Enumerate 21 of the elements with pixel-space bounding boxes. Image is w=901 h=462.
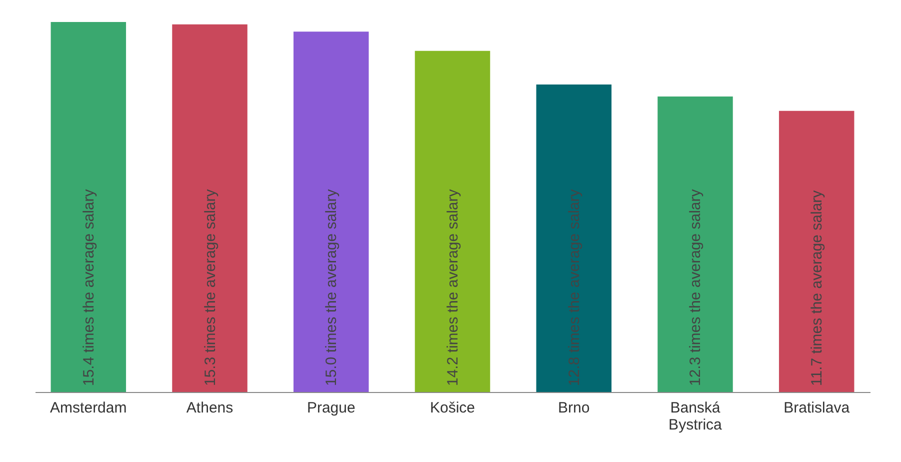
data-label: 12.3 times the average salary	[687, 188, 704, 386]
x-tick-label: Banská Bystrica	[668, 400, 723, 434]
x-tick-label: Athens	[186, 400, 234, 416]
data-label: 15.0 times the average salary	[323, 188, 340, 386]
x-tick-label: Bratislava	[784, 400, 850, 416]
x-tick-label: Amsterdam	[50, 400, 127, 416]
x-tick-label: Brno	[558, 400, 590, 416]
bar	[50, 22, 126, 392]
data-label: 12.8 times the average salary	[566, 188, 583, 386]
data-label: 14.2 times the average salary	[444, 188, 462, 386]
bar	[778, 110, 854, 392]
bar	[658, 96, 733, 392]
bar	[536, 84, 612, 392]
x-tick-label: Košice	[430, 400, 476, 416]
data-label: 15.3 times the average salary	[202, 188, 219, 386]
bar	[414, 50, 490, 392]
data-label: 11.7 times the average salary	[808, 190, 826, 386]
bar	[172, 24, 248, 392]
bar	[294, 32, 369, 392]
data-label: 15.4 times the average salary	[80, 188, 98, 386]
x-tick-label: Prague	[306, 400, 356, 416]
